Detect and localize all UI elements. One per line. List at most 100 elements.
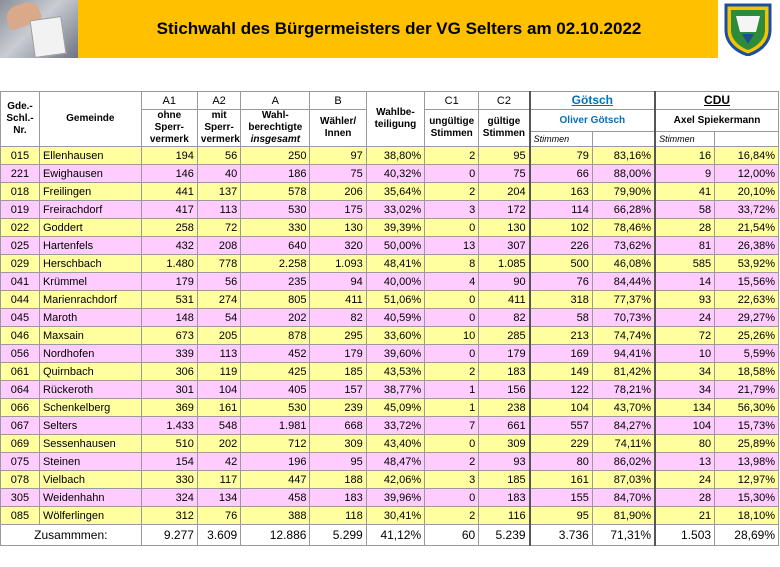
cell-cdu: 28 <box>654 488 716 507</box>
cell-goetsch-pct: 84,44% <box>591 272 656 291</box>
cell-goetsch: 95 <box>528 506 593 525</box>
cell-c2: 172 <box>478 200 531 219</box>
cell-gemeinde: Marienrachdorf <box>38 290 142 309</box>
cell-goetsch-pct: 81,90% <box>591 506 656 525</box>
cell-c2: 95 <box>478 146 531 165</box>
ballot-photo <box>0 0 78 58</box>
cell-c1: 0 <box>424 434 480 453</box>
cell-a2: 40 <box>196 164 242 183</box>
candidate-cdu-fullname-cell: Axel Spiekermann <box>654 108 780 133</box>
stimmen-label-goetsch: Stimmen <box>528 131 593 147</box>
cell-c2: 238 <box>478 398 531 417</box>
cell-cdu: 13 <box>654 452 716 471</box>
cell-a2: 56 <box>196 272 242 291</box>
cell-c1: 2 <box>424 506 480 525</box>
cell-wahlbeteiligung: 40,32% <box>365 164 426 183</box>
cell-b: 295 <box>309 326 367 345</box>
cell-a: 530 <box>240 200 311 219</box>
candidate-cdu-full: Axel Spiekermann <box>673 115 761 127</box>
cell-code: 056 <box>0 344 40 363</box>
cell-cdu: 9 <box>654 164 716 183</box>
totals-row: Zusammmen: 9.277 3.609 12.886 5.299 41,1… <box>0 524 779 546</box>
cell-cdu: 10 <box>654 344 716 363</box>
cell-code: 045 <box>0 308 40 327</box>
cell-a2: 208 <box>196 236 242 255</box>
cell-wahlbeteiligung: 39,96% <box>365 488 426 507</box>
candidate-cdu-short: CDU <box>704 93 731 107</box>
cell-b: 668 <box>309 416 367 435</box>
cell-goetsch: 79 <box>528 146 593 165</box>
cell-a2: 42 <box>196 452 242 471</box>
cell-c1: 0 <box>424 290 480 309</box>
cell-a2: 117 <box>196 470 242 489</box>
cell-wahlbeteiligung: 48,41% <box>365 254 426 273</box>
cell-a1: 179 <box>140 272 198 291</box>
cell-goetsch: 122 <box>528 380 593 399</box>
cell-code: 064 <box>0 380 40 399</box>
table-row: 075 Steinen 154 42 196 95 48,47% 2 93 80 86,02% 13 1… <box>0 452 779 471</box>
cell-a: 330 <box>240 218 311 237</box>
cell-a1: 531 <box>140 290 198 309</box>
cell-a1: 432 <box>140 236 198 255</box>
cell-c1: 1 <box>424 380 480 399</box>
cell-code: 025 <box>0 236 40 255</box>
cell-c1: 0 <box>424 164 480 183</box>
cell-c1: 2 <box>424 362 480 381</box>
cell-goetsch-pct: 88,00% <box>591 164 656 183</box>
cell-a: 578 <box>240 182 311 201</box>
cell-cdu: 585 <box>654 254 716 273</box>
cell-c1: 0 <box>424 344 480 363</box>
totals-label: Zusammmen: <box>0 524 142 546</box>
cell-cdu-pct: 56,30% <box>714 398 779 417</box>
cell-wahlbeteiligung: 45,09% <box>365 398 426 417</box>
cell-cdu-pct: 12,97% <box>714 470 779 489</box>
table-row: 046 Maxsain 673 205 878 295 33,60% 10 285 213 74,7… <box>0 326 779 345</box>
cell-b: 185 <box>309 362 367 381</box>
candidate-goetsch-fullname-cell: Oliver Götsch <box>528 108 656 133</box>
cell-cdu-pct: 12,00% <box>714 164 779 183</box>
cell-code: 075 <box>0 452 40 471</box>
cell-gemeinde: Krümmel <box>38 272 142 291</box>
cell-goetsch: 80 <box>528 452 593 471</box>
candidate-goetsch-short: Götsch <box>571 93 613 107</box>
cell-goetsch-pct: 83,16% <box>591 146 656 165</box>
table-row: 069 Sessenhausen 510 202 712 309 43,40% 0 309 229… <box>0 434 779 453</box>
cell-b: 118 <box>309 506 367 525</box>
cell-gemeinde: Herschbach <box>38 254 142 273</box>
cell-a1: 154 <box>140 452 198 471</box>
cell-c2: 179 <box>478 344 531 363</box>
cell-c1: 0 <box>424 218 480 237</box>
table-row: 044 Marienrachdorf 531 274 805 411 51,06% 0 411 3… <box>0 290 779 309</box>
cell-goetsch-pct: 78,46% <box>591 218 656 237</box>
table-row: 061 Quirnbach 306 119 425 185 43,53% 2 183 149 81,… <box>0 362 779 381</box>
cell-a: 447 <box>240 470 311 489</box>
cell-a: 640 <box>240 236 311 255</box>
table-row: 064 Rückeroth 301 104 405 157 38,77% 1 156 122 78,… <box>0 380 779 399</box>
cell-goetsch-pct: 74,74% <box>591 326 656 345</box>
cell-c1: 0 <box>424 308 480 327</box>
table-row: 015 Ellenhausen 194 56 250 97 38,80% 2 95 79 83,16… <box>0 146 779 165</box>
cell-a1: 194 <box>140 146 198 165</box>
cell-a: 388 <box>240 506 311 525</box>
cell-goetsch-pct: 84,70% <box>591 488 656 507</box>
cell-goetsch: 169 <box>528 344 593 363</box>
cell-a1: 258 <box>140 218 198 237</box>
col-a1-label: ohne Sperr-vermerk <box>140 109 198 147</box>
cell-goetsch: 318 <box>528 290 593 309</box>
cell-gemeinde: Hartenfels <box>38 236 142 255</box>
cell-code: 067 <box>0 416 40 435</box>
cell-gemeinde: Schenkelberg <box>38 398 142 417</box>
cell-a2: 202 <box>196 434 242 453</box>
cell-a: 202 <box>240 308 311 327</box>
cell-c2: 156 <box>478 380 531 399</box>
cell-c1: 2 <box>424 452 480 471</box>
cell-cdu-pct: 18,58% <box>714 362 779 381</box>
cell-cdu-pct: 25,26% <box>714 326 779 345</box>
page-header: Stichwahl des Bürgermeisters der VG Selt… <box>0 0 780 60</box>
cell-a: 458 <box>240 488 311 507</box>
table-row: 019 Freirachdorf 417 113 530 175 33,02% 3 172 114… <box>0 200 779 219</box>
cell-a2: 119 <box>196 362 242 381</box>
cell-cdu: 104 <box>654 416 716 435</box>
cell-c2: 1.085 <box>478 254 531 273</box>
cell-a1: 301 <box>140 380 198 399</box>
